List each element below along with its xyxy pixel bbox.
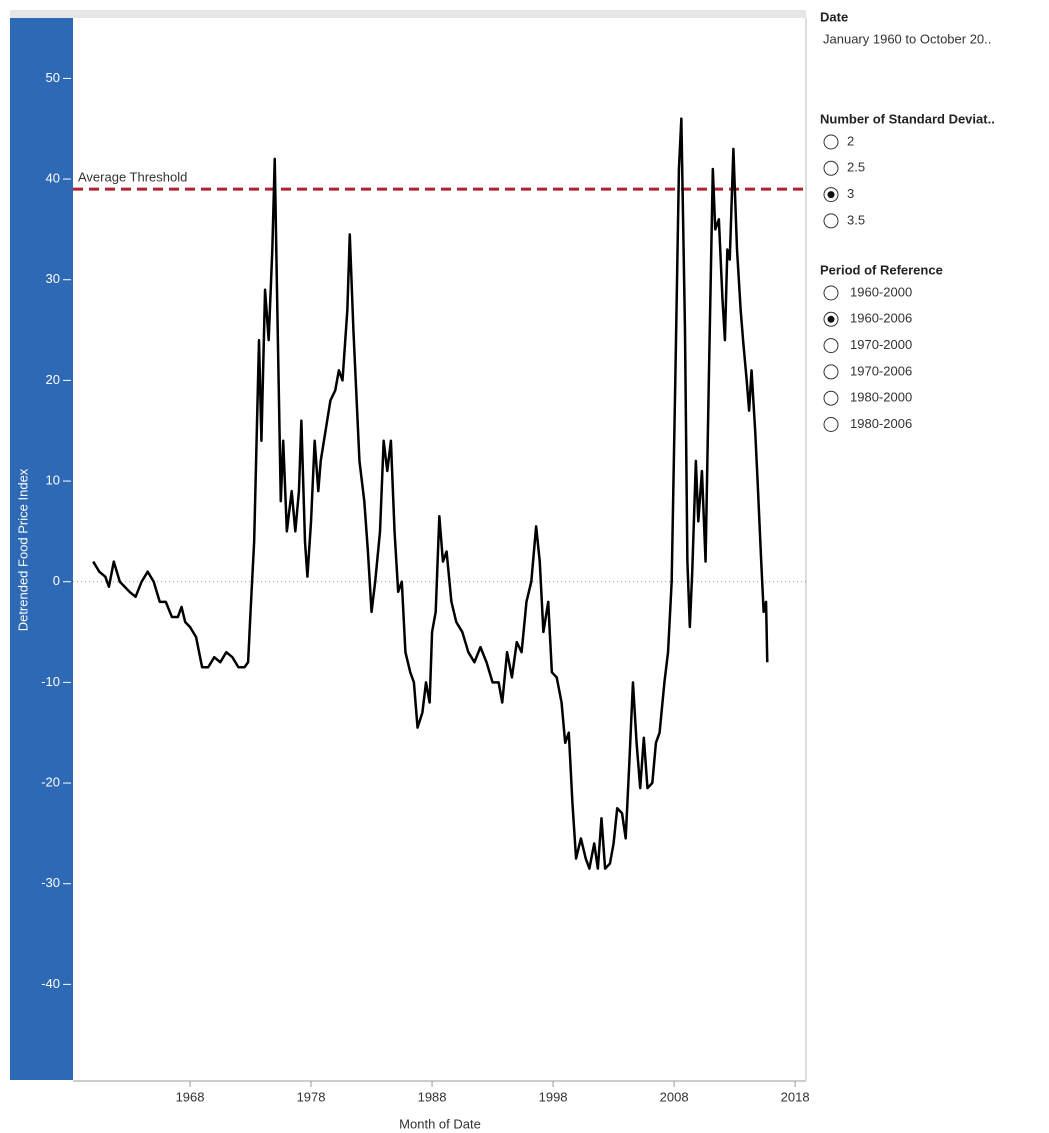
y-tick-label: -20	[41, 774, 60, 789]
top-bar	[10, 10, 806, 18]
radio-dot	[827, 315, 835, 323]
radio-dot	[827, 191, 835, 199]
radio-button[interactable]	[823, 213, 839, 229]
x-tick-label: 2018	[781, 1089, 810, 1104]
y-tick-label: -30	[41, 875, 60, 890]
radio-label[interactable]: 1970-2006	[850, 363, 912, 378]
y-tick-label: 10	[46, 472, 60, 487]
date-filter-title: Date	[820, 9, 848, 24]
y-tick-label: 0	[53, 573, 60, 588]
y-tick-label: 50	[46, 70, 60, 85]
threshold-label: Average Threshold	[78, 170, 187, 185]
radio-label[interactable]: 1980-2006	[850, 416, 912, 431]
y-tick-label: -10	[41, 674, 60, 689]
x-tick-label: 1988	[418, 1089, 447, 1104]
y-axis-title: Detrended Food Price Index	[15, 468, 30, 631]
radio-button[interactable]	[823, 285, 839, 301]
y-axis-band	[10, 18, 73, 1080]
y-tick-label: 40	[46, 170, 60, 185]
x-tick-label: 2008	[660, 1089, 689, 1104]
x-axis-title: Month of Date	[399, 1116, 481, 1131]
radio-button[interactable]	[823, 134, 839, 150]
filter-title: Period of Reference	[820, 262, 943, 277]
y-tick-label: 20	[46, 372, 60, 387]
radio-button[interactable]	[823, 364, 839, 380]
radio-label[interactable]: 3	[847, 186, 854, 201]
radio-button[interactable]	[823, 160, 839, 176]
filter-title: Number of Standard Deviat..	[820, 111, 995, 126]
radio-label[interactable]: 3.5	[847, 212, 865, 227]
data-line	[92, 117, 769, 870]
x-tick-label: 1978	[297, 1089, 326, 1104]
radio-button[interactable]	[823, 338, 839, 354]
radio-label[interactable]: 2.5	[847, 160, 865, 175]
radio-label[interactable]: 1960-2000	[850, 284, 912, 299]
radio-button[interactable]	[823, 417, 839, 432]
radio-label[interactable]: 2	[847, 133, 854, 148]
x-tick-label: 1968	[176, 1089, 205, 1104]
y-tick-label: -40	[41, 976, 60, 991]
radio-label[interactable]: 1980-2000	[850, 390, 912, 405]
radio-label[interactable]: 1970-2000	[850, 337, 912, 352]
x-tick-label: 1998	[539, 1089, 568, 1104]
date-filter-range[interactable]: January 1960 to October 20..	[823, 31, 991, 46]
y-tick-label: 30	[46, 271, 60, 286]
radio-button[interactable]	[823, 390, 839, 406]
radio-label[interactable]: 1960-2006	[850, 311, 912, 326]
